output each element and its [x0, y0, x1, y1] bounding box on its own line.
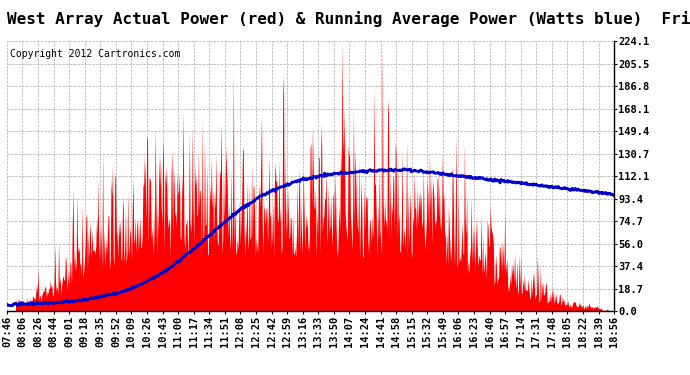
Text: Copyright 2012 Cartronics.com: Copyright 2012 Cartronics.com: [10, 50, 180, 59]
Text: West Array Actual Power (red) & Running Average Power (Watts blue)  Fri Mar 30 1: West Array Actual Power (red) & Running …: [7, 11, 690, 27]
